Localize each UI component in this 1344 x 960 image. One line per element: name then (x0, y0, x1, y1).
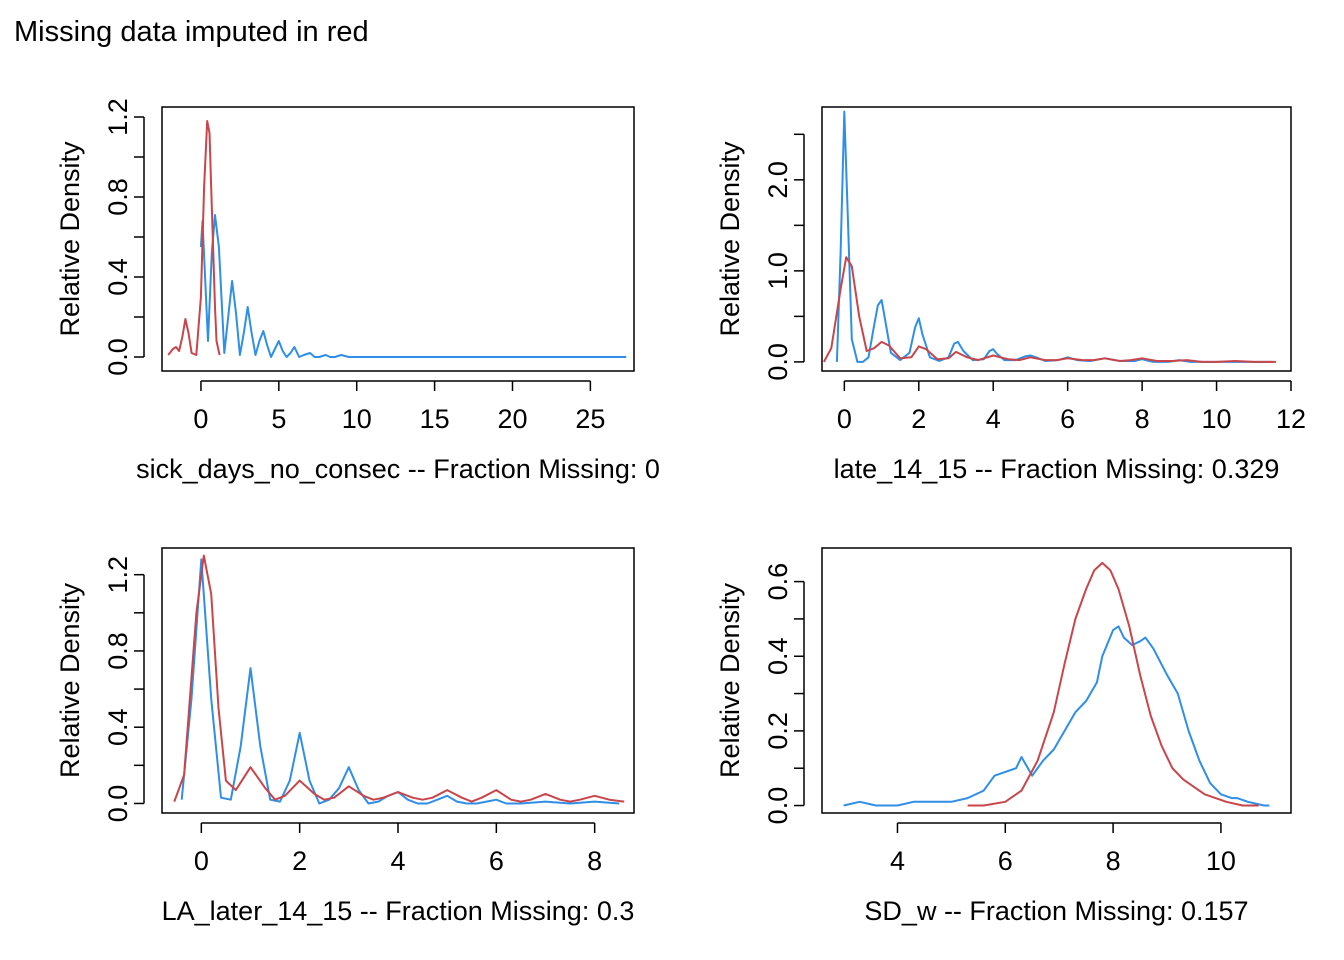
x-tick-label: 4 (390, 846, 405, 876)
x-tick-label: 6 (1060, 404, 1075, 434)
page-title: Missing data imputed in red (14, 16, 369, 48)
x-tick-label: 8 (587, 846, 602, 876)
imputed-density-line (823, 256, 1277, 363)
x-tick-label: 10 (1202, 404, 1232, 434)
y-tick-label: 0.0 (103, 785, 133, 823)
imputed-density-line (173, 554, 625, 803)
y-tick-label: 1.0 (763, 252, 793, 290)
y-axis-label: Relative Density (715, 141, 745, 337)
y-tick-label: 1.2 (103, 98, 133, 136)
y-tick-label: 0.2 (763, 712, 793, 750)
y-tick-label: 2.0 (763, 161, 793, 199)
y-tick-label: 0.4 (103, 258, 133, 296)
observed-density-line (835, 110, 1273, 363)
x-axis-label: sick_days_no_consec -- Fraction Missing:… (136, 454, 660, 484)
imputed-density-line (967, 561, 1259, 807)
y-tick-label: 0.0 (763, 343, 793, 381)
y-tick-label: 0.6 (763, 563, 793, 601)
x-tick-label: 15 (420, 404, 450, 434)
x-tick-label: 6 (998, 846, 1013, 876)
chart-panel-4: 4 6 8 10 0.0 0.2 0.4 0.6 SD_w -- Fraction Missin… (715, 547, 1292, 926)
x-tick-label: 8 (1106, 846, 1121, 876)
x-tick-label: 6 (489, 846, 504, 876)
x-tick-label: 4 (986, 404, 1001, 434)
x-tick-label: 12 (1276, 404, 1306, 434)
y-axis-label: Relative Density (55, 582, 85, 778)
x-tick-label: 0 (193, 404, 208, 434)
x-tick-label: 0 (194, 846, 209, 876)
x-tick-label: 2 (292, 846, 307, 876)
x-tick-label: 8 (1135, 404, 1150, 434)
observed-density-line (180, 558, 620, 805)
x-tick-label: 10 (1206, 846, 1236, 876)
x-axis-label: SD_w -- Fraction Missing: 0.157 (864, 896, 1248, 926)
chart-panel-1: 0 5 10 15 20 25 0.0 0.4 0.8 1.2 sick_days_no_conse… (55, 98, 660, 484)
plot-frame (161, 547, 635, 814)
x-tick-label: 25 (575, 404, 605, 434)
y-axis-label: Relative Density (55, 141, 85, 337)
chart-panel-2: 0 2 4 6 8 10 12 0.0 1.0 2.0 late_14_15 -- Fraction… (715, 106, 1306, 484)
y-tick-label: 0.4 (763, 637, 793, 675)
x-tick-label: 2 (911, 404, 926, 434)
x-tick-label: 0 (837, 404, 852, 434)
x-tick-label: 20 (497, 404, 527, 434)
x-tick-label: 4 (890, 846, 905, 876)
x-axis-label: late_14_15 -- Fraction Missing: 0.329 (834, 454, 1280, 484)
x-tick-label: 10 (342, 404, 372, 434)
y-tick-label: 1.2 (103, 556, 133, 594)
observed-density-line (843, 625, 1270, 807)
imputed-density-line (167, 120, 221, 356)
plot-frame (161, 106, 635, 372)
y-tick-label: 0.8 (103, 632, 133, 670)
y-axis-label: Relative Density (715, 582, 745, 778)
x-tick-label: 5 (271, 404, 286, 434)
x-axis-label: LA_later_14_15 -- Fraction Missing: 0.3 (162, 896, 635, 926)
plot-frame (821, 547, 1292, 814)
chart-panel-3: 0 2 4 6 8 0.0 0.4 0.8 1.2 LA_later_14_15 -- Fract… (55, 547, 635, 926)
y-tick-label: 0.8 (103, 178, 133, 216)
y-tick-label: 0.0 (763, 787, 793, 825)
observed-density-line (199, 214, 627, 358)
plot-frame (821, 106, 1292, 372)
y-tick-label: 0.4 (103, 708, 133, 746)
y-tick-label: 0.0 (103, 338, 133, 376)
